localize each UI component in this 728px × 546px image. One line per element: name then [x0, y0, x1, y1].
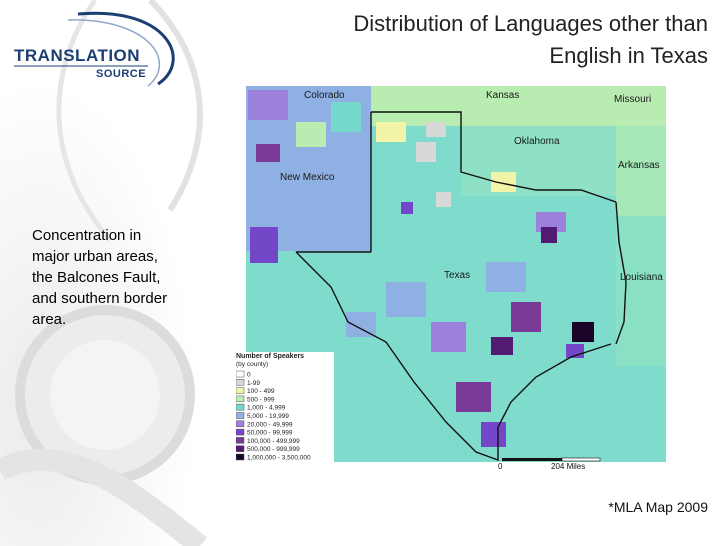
county-patch [376, 122, 406, 142]
county-patch [256, 144, 280, 162]
county-patch [456, 382, 491, 412]
county-patch [481, 422, 506, 447]
legend-swatch [235, 428, 245, 436]
border-ok-tx [371, 111, 617, 203]
scale-bar-left [502, 458, 562, 461]
legend-label: 20,000 - 49,999 [247, 421, 293, 428]
map-legend: Number of Speakers (by county) 01-99100 … [235, 352, 334, 472]
label-missouri: Missouri [614, 94, 651, 105]
legend-label: 5,000 - 19,999 [247, 413, 289, 420]
legend-swatch [235, 370, 245, 378]
county-patch [541, 227, 557, 243]
legend-subtitle: (by county) [236, 361, 268, 368]
slide-title-line2: English in Texas [549, 43, 708, 68]
logo-line2: SOURCE [96, 68, 147, 80]
label-louisiana: Louisiana [620, 272, 663, 283]
county-patch [250, 227, 278, 263]
legend-title: Number of Speakers [236, 353, 304, 360]
border-la-tx [615, 201, 627, 345]
slide-title: Distribution of Languages other than Eng… [236, 8, 708, 72]
legend-label: 0 [247, 372, 251, 379]
label-colorado: Colorado [304, 90, 345, 101]
legend-swatch [235, 445, 245, 452]
county-patch [511, 302, 541, 332]
county-patch [426, 122, 446, 137]
legend-swatch [235, 403, 245, 411]
legend-swatch [235, 412, 245, 419]
language-map: Colorado Kansas Missouri Oklahoma Arkans… [235, 82, 666, 472]
county-patch [386, 282, 426, 317]
county-patch [431, 322, 466, 352]
side-caption: Concentration in major urban areas, the … [32, 227, 168, 328]
legend-label: 1-99 [247, 380, 260, 387]
legend-label: 50,000 - 99,999 [247, 430, 293, 437]
label-kansas: Kansas [486, 90, 519, 101]
legend-swatch [235, 379, 245, 386]
county-patch [248, 90, 288, 120]
logo-swoosh-icon [14, 11, 175, 87]
legend-label: 500,000 - 999,999 [247, 446, 300, 453]
legend-swatch [235, 420, 245, 428]
county-patch [491, 172, 516, 192]
legend-background [236, 352, 334, 472]
scale-start: 0 [498, 462, 503, 471]
slide-title-line1: Distribution of Languages other than [353, 11, 708, 36]
map-canvas: Colorado Kansas Missouri Oklahoma Arkans… [235, 86, 666, 472]
scale-bar: 0 204 Miles [498, 457, 601, 471]
legend-label: 1,000,000 - 3,500,000 [247, 455, 311, 462]
legend-label: 100 - 499 [247, 388, 275, 395]
legend-swatch [235, 453, 245, 461]
legend-swatch [235, 395, 245, 403]
legend-label: 500 - 999 [247, 396, 275, 403]
county-patch [436, 192, 451, 207]
scale-bar-right [561, 457, 601, 462]
map-credit: *MLA Map 2009 [608, 499, 708, 515]
label-arkansas: Arkansas [618, 160, 660, 171]
texas-outline [295, 251, 612, 461]
county-patch [296, 122, 326, 147]
legend-swatch [235, 387, 245, 394]
logo-line1: TRANSLATION [14, 46, 141, 65]
county-patch [486, 262, 526, 292]
label-oklahoma: Oklahoma [514, 136, 560, 147]
label-new-mexico: New Mexico [280, 172, 335, 183]
county-patch [346, 312, 376, 337]
legend-label: 100,000 - 499,999 [247, 438, 300, 445]
region-oklahoma [461, 126, 616, 196]
county-patch [401, 202, 413, 214]
legend-label: 1,000 - 4,999 [247, 405, 286, 412]
region-kansas [371, 86, 666, 126]
scale-end: 204 Miles [551, 462, 585, 471]
label-texas: Texas [444, 270, 470, 281]
county-patch [331, 102, 361, 132]
county-patch [491, 337, 513, 355]
region-louisiana [616, 216, 666, 366]
legend-swatch [235, 437, 245, 444]
county-patch [572, 322, 594, 342]
county-patch [416, 142, 436, 162]
region-arkansas [616, 126, 666, 216]
translation-source-logo: TRANSLATION SOURCE [8, 6, 178, 96]
